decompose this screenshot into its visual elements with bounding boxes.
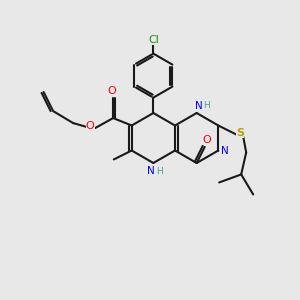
- Text: H: H: [203, 101, 210, 110]
- Text: N: N: [195, 101, 203, 111]
- Text: H: H: [156, 167, 163, 176]
- Text: N: N: [148, 166, 155, 176]
- Text: O: O: [202, 135, 211, 145]
- Text: O: O: [86, 121, 94, 131]
- Text: N: N: [221, 146, 229, 155]
- Text: Cl: Cl: [148, 34, 159, 45]
- Text: S: S: [236, 128, 244, 138]
- Text: O: O: [108, 86, 116, 96]
